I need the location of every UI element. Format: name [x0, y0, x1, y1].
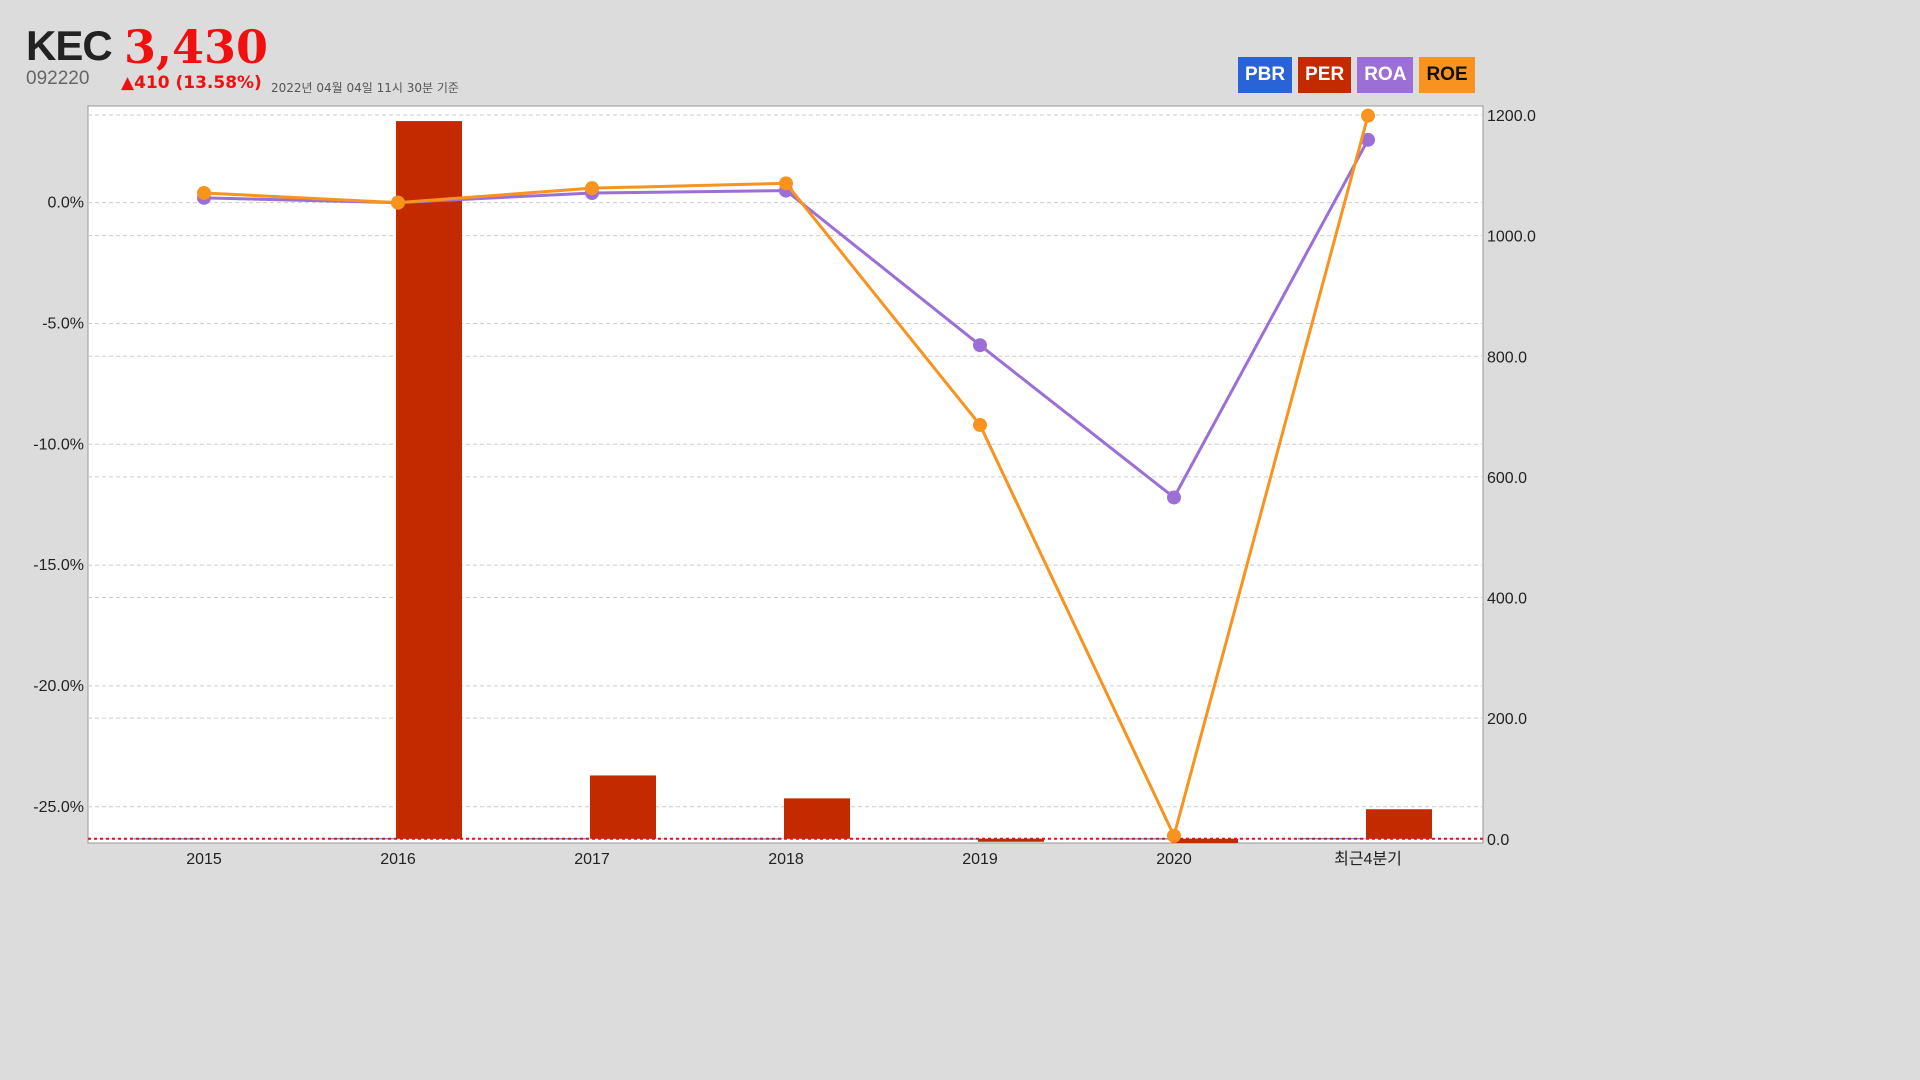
legend-per[interactable]: PER [1298, 57, 1352, 93]
y-right-tick-label: 0.0 [1487, 832, 1509, 849]
y-left-tick-label: -20.0% [33, 678, 84, 695]
stock-price: 3,430 [124, 20, 269, 74]
roa-point [1167, 490, 1181, 505]
y-right-tick-label: 1000.0 [1487, 229, 1536, 246]
x-tick-label: 2019 [962, 851, 998, 868]
y-right-tick-label: 800.0 [1487, 349, 1527, 366]
y-left-tick-label: -5.0% [42, 315, 84, 332]
per-bar [1366, 809, 1432, 839]
y-left-tick-label: -25.0% [33, 799, 84, 816]
price-change: ▲410 (13.58%) [121, 73, 262, 93]
per-bar [784, 798, 850, 839]
per-bar [978, 838, 1044, 842]
roa-point [1361, 132, 1375, 147]
plot-area [87, 105, 1484, 844]
stock-name: KEC [26, 22, 113, 69]
legend-roa[interactable]: ROA [1357, 57, 1414, 93]
legend-pbr[interactable]: PBR [1238, 57, 1293, 93]
pbr-bar [522, 838, 588, 840]
timestamp: 2022년 04월 04일 11시 30분 기준 [271, 81, 459, 95]
y-left-tick-label: -15.0% [33, 557, 84, 574]
y-left-tick-label: -10.0% [33, 436, 84, 453]
per-bar [590, 775, 656, 839]
roe-point [197, 185, 211, 200]
per-bar [396, 121, 462, 839]
y-left-tick-label: 0.0% [48, 195, 84, 212]
x-tick-label: 2015 [186, 851, 222, 868]
pbr-bar [1104, 838, 1170, 840]
pbr-bar [910, 838, 976, 840]
x-tick-label: 2017 [574, 851, 610, 868]
roe-point [973, 417, 987, 432]
roe-point [391, 195, 405, 210]
per-bar [1172, 838, 1238, 843]
roe-point [1361, 108, 1375, 123]
legend-roe[interactable]: ROE [1419, 57, 1475, 93]
roa-point [973, 338, 987, 353]
roe-point [1167, 828, 1181, 843]
y-right-tick-label: 1200.0 [1487, 108, 1536, 125]
stock-code: 092220 [26, 68, 90, 89]
y-right-tick-label: 600.0 [1487, 470, 1527, 487]
chart-legend: PBR PER ROA ROE [1238, 57, 1481, 93]
x-tick-label: 2018 [768, 851, 804, 868]
roe-point [585, 181, 599, 196]
x-tick-label: 2020 [1156, 851, 1192, 868]
roe-point [779, 176, 793, 191]
x-tick-label: 최근4분기 [1334, 850, 1402, 868]
financial-ratio-chart: 0.0% -5.0% -10.0% -15.0% -20.0% -25.0% 1200.0 1… [33, 105, 1536, 868]
y-right-tick-label: 400.0 [1487, 591, 1527, 608]
y-right-tick-label: 200.0 [1487, 711, 1527, 728]
pbr-bar [328, 838, 394, 840]
x-tick-label: 2016 [380, 851, 416, 868]
